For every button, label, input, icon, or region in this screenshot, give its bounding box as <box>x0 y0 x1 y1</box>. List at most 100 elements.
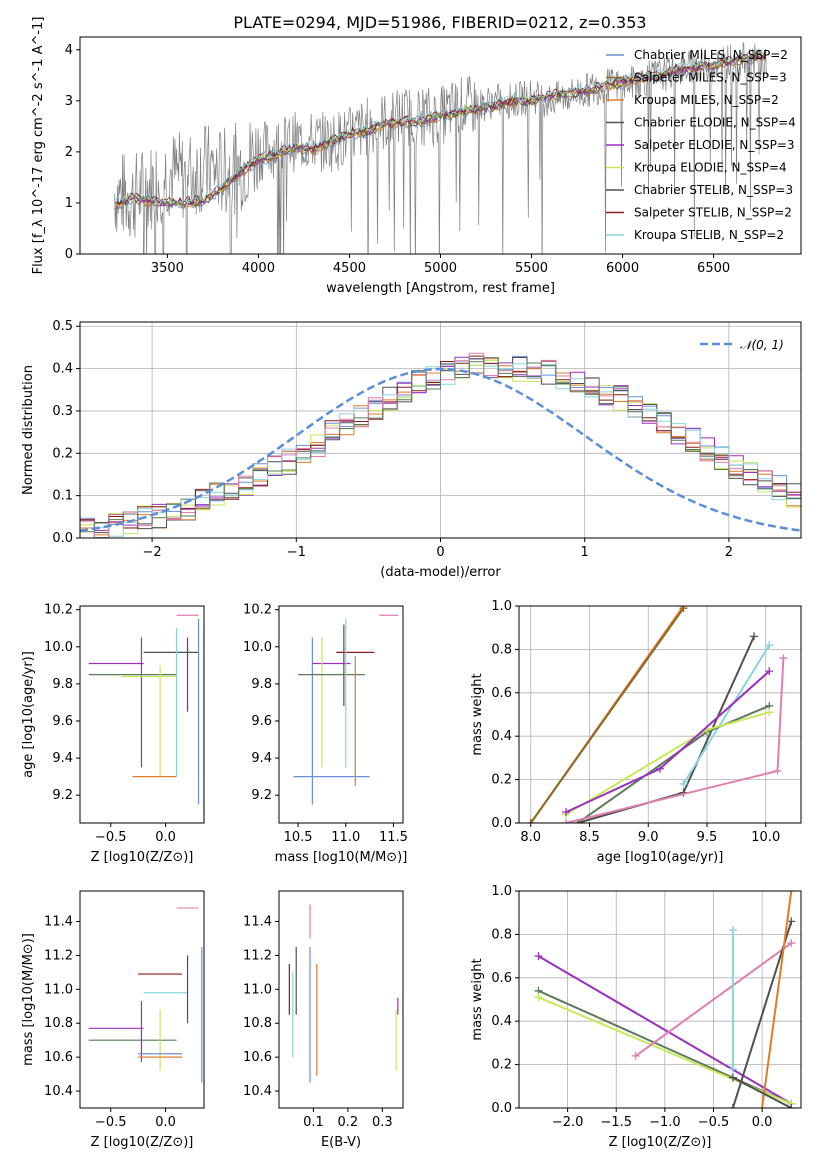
y-tick-label: 9.2 <box>52 788 73 803</box>
weight-series-line <box>731 921 793 1108</box>
axes-frame <box>79 605 205 824</box>
x-tick-label: 9.0 <box>638 830 659 845</box>
y-tick-label: 0.1 <box>52 489 73 504</box>
histogram-step-line <box>80 355 801 538</box>
weight-point-marker <box>679 606 688 613</box>
y-tick-label: 11.4 <box>44 915 73 930</box>
axes-frame <box>278 890 404 1109</box>
residuals-panel: −2 −1 0 1 2 0.0 0.1 0.2 0.3 0.4 0.5 (data-model)/er… <box>21 319 802 580</box>
weight-point-marker <box>750 632 758 641</box>
weight-point-marker <box>526 819 535 823</box>
y-tick-label: 0.4 <box>491 729 512 744</box>
x-tick-label: −0.5 <box>95 1115 127 1130</box>
weight-vs-age-panel: 8.0 8.5 9.0 9.5 10.0 0.0 0.2 0.4 0.6 0.8 1.0 age [l… <box>470 599 802 865</box>
weight-series-line <box>761 891 793 1108</box>
weight-point-marker <box>631 1051 640 1060</box>
mass-vs-metallicity-panel: −0.5 0.0 10.4 10.6 10.8 11.0 11.2 11.4 Z [log10(… <box>21 890 205 1150</box>
x-tick-label: 3500 <box>151 261 184 276</box>
x-tick-label: 0.0 <box>752 1115 773 1130</box>
weight-point-marker <box>787 1104 796 1108</box>
axes-frame <box>79 321 802 539</box>
y-axis-label: mass weight <box>470 958 485 1040</box>
y-tick-label: 10.0 <box>243 640 272 655</box>
x-tick-label: 0.0 <box>155 830 176 845</box>
legend-label: Chabrier MILES, N_SSP=2 <box>634 48 788 62</box>
weight-point-marker <box>728 1064 737 1073</box>
weight-point-marker <box>728 1073 737 1082</box>
mass-vs-extinction-panel: 0.1 0.2 0.3 10.4 10.6 10.8 11.0 11.2 11.4 E(B-V) <box>243 890 404 1150</box>
weight-series-line <box>529 607 685 823</box>
y-tick-label: 10.6 <box>243 1050 272 1065</box>
y-tick-label: 0.5 <box>52 319 73 334</box>
x-tick-label: 5500 <box>515 261 548 276</box>
x-tick-label: 6000 <box>606 261 639 276</box>
y-tick-label: 0.0 <box>491 1101 512 1116</box>
y-tick-label: 9.8 <box>52 677 73 692</box>
legend-label: 𝒩(0, 1) <box>740 338 784 352</box>
y-tick-label: 10.8 <box>44 1016 73 1031</box>
weight-series-line <box>577 704 770 823</box>
y-tick-label: 10.2 <box>44 603 73 618</box>
legend-label: Kroupa MILES, N_SSP=2 <box>634 93 779 107</box>
weight-point-marker <box>765 708 774 717</box>
x-axis-label: wavelength [Angstrom, rest frame] <box>326 281 555 296</box>
y-tick-label: 11.0 <box>44 982 73 997</box>
y-tick-label: 0.2 <box>491 1058 512 1073</box>
x-tick-label: 0.0 <box>155 1115 176 1130</box>
axes-frame <box>518 605 802 824</box>
weight-point-marker <box>787 891 796 895</box>
x-tick-label: −1.0 <box>649 1115 681 1130</box>
model-spectrum-line <box>114 50 767 206</box>
x-tick-label: 11.5 <box>379 830 408 845</box>
axes-frame <box>79 36 802 255</box>
x-axis-label: mass [log10(M/M⊙)] <box>275 850 408 865</box>
x-tick-label: 1 <box>581 545 589 560</box>
x-tick-label: 8.5 <box>579 830 600 845</box>
y-axis-label: Normed distribution <box>21 365 36 495</box>
y-axis-label: age [log10(age/yr)] <box>21 651 36 778</box>
y-tick-label: 9.6 <box>251 714 272 729</box>
y-tick-label: 0.0 <box>491 816 512 831</box>
x-tick-label: 4500 <box>333 261 366 276</box>
x-tick-label: 6500 <box>697 261 730 276</box>
errorbar-area <box>293 614 399 805</box>
errorbar-area <box>288 904 399 1083</box>
y-axis-label: mass weight <box>470 673 485 755</box>
y-tick-label: 9.8 <box>251 677 272 692</box>
y-tick-label: 4 <box>65 43 73 58</box>
histogram-area <box>80 352 801 538</box>
y-tick-label: 9.4 <box>52 751 73 766</box>
x-axis-label: E(B-V) <box>321 1135 361 1150</box>
x-tick-label: 4000 <box>242 261 275 276</box>
x-axis-label: Z [log10(Z/Z⊙)] <box>91 850 194 865</box>
weight-point-marker <box>765 641 774 650</box>
y-tick-label: 10.4 <box>44 1084 73 1099</box>
weight-point-marker <box>787 917 796 926</box>
weight-point-marker <box>562 808 570 817</box>
weight-point-marker <box>728 926 737 935</box>
x-tick-label: 10.5 <box>284 830 313 845</box>
age-vs-metallicity-panel: −0.5 0.0 9.2 9.4 9.6 9.8 10.0 10.2 Z [log10(Z/Z⊙… <box>21 603 205 865</box>
x-tick-label: −2.0 <box>552 1115 584 1130</box>
x-axis-label: (data-model)/error <box>380 565 501 580</box>
histogram-step-line <box>80 360 801 538</box>
errorbar-area <box>88 614 204 814</box>
y-tick-label: 10.8 <box>243 1016 272 1031</box>
x-tick-label: 0 <box>436 545 444 560</box>
legend-label: Salpeter ELODIE, N_SSP=3 <box>634 138 795 152</box>
weight-vs-metallicity-panel: −2.0 −1.5 −1.0 −0.5 0.0 0.0 0.2 0.4 0.6 0.8 1.0 Z [… <box>470 884 802 1150</box>
y-tick-label: 9.4 <box>251 751 272 766</box>
legend-label: Kroupa ELODIE, N_SSP=4 <box>634 161 787 175</box>
weight-point-marker <box>728 1104 737 1108</box>
y-tick-label: 1 <box>65 196 73 211</box>
weight-point-marker <box>779 654 788 663</box>
y-tick-label: 0.8 <box>491 927 512 942</box>
weight-series-line <box>635 942 792 1057</box>
x-tick-label: 0.1 <box>303 1115 324 1130</box>
y-tick-label: 11.4 <box>243 915 272 930</box>
y-tick-label: 9.6 <box>52 714 73 729</box>
legend-label: Salpeter MILES, N_SSP=3 <box>634 71 787 85</box>
weight-series-line <box>565 670 770 814</box>
weight-point-marker <box>758 1104 767 1108</box>
y-tick-label: 0.2 <box>52 446 73 461</box>
